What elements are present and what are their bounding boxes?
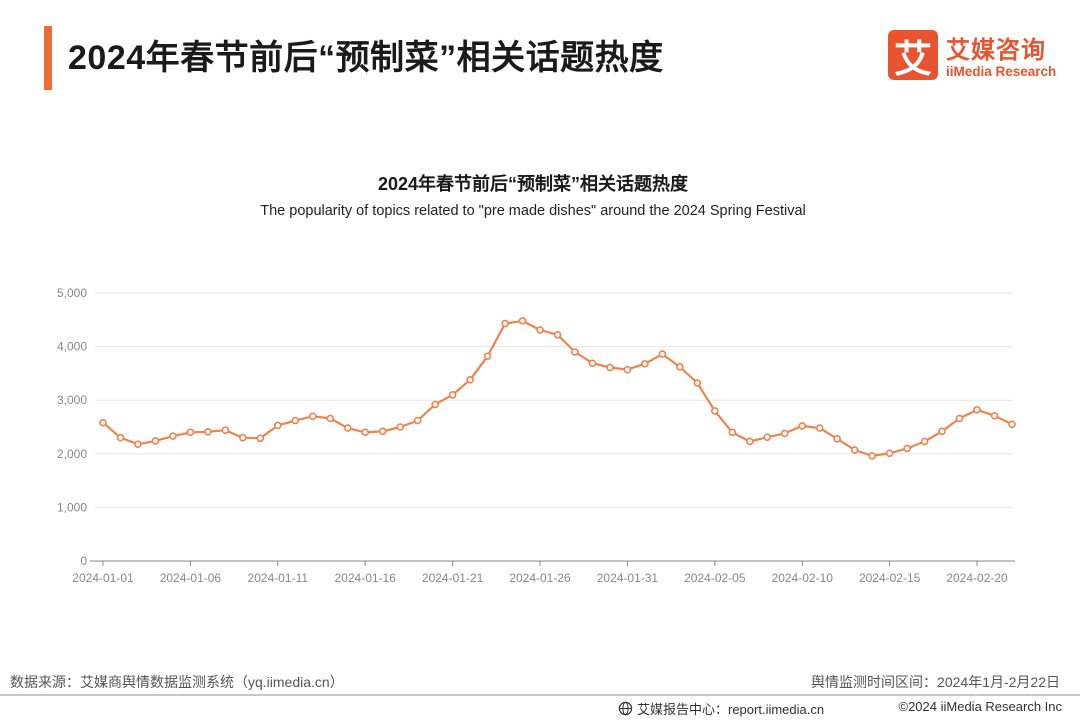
x-tick-label: 2024-02-20 [946,571,1008,585]
data-point [239,433,247,442]
data-point [973,406,981,414]
data-point [308,412,317,421]
data-point [466,376,474,384]
monitoring-period: 舆情监测时间区间：2024年1月-2月22日 [811,674,1060,690]
data-point [571,348,579,356]
data-point [833,434,841,443]
data-point [116,433,125,442]
data-point [553,331,562,339]
y-tick-label: 3,000 [57,393,87,407]
data-source: 数据来源：艾媒商舆情数据监测系统（yq.iimedia.cn） [10,674,344,690]
chart-title: 2024年春节前后“预制菜”相关话题热度 [377,174,689,194]
data-point [903,444,911,453]
data-point [641,359,649,368]
logo-mark-icon: 艾 [888,30,938,81]
x-tick-label: 2024-01-21 [422,571,484,585]
data-point [885,449,894,458]
data-point [606,363,614,372]
data-point [728,428,737,437]
data-point [850,446,859,454]
data-point [868,452,876,460]
data-point [780,429,789,438]
x-tick-label: 2024-02-05 [684,571,746,585]
data-point [256,434,265,443]
data-point [134,440,142,448]
data-point [938,427,946,436]
data-point [343,424,352,432]
y-tick-label: 5,000 [57,286,87,300]
iimedia-logo: 艾 艾媒咨询 iiMedia Research [888,30,1058,82]
data-point [676,363,684,371]
data-point [588,359,597,368]
data-point [1008,420,1016,429]
title-accent-bar [44,26,52,90]
data-point [518,317,527,325]
data-point [693,379,702,387]
data-point [378,427,387,436]
page-title: 2024年春节前后“预制菜”相关话题热度 [68,39,664,77]
x-tick-label: 2024-01-01 [72,571,134,585]
logo-name-en: iiMedia Research [946,64,1057,79]
data-point [745,437,754,446]
x-tick-label: 2024-02-15 [859,571,921,585]
data-point [326,414,335,423]
x-tick-label: 2024-01-16 [335,571,397,585]
series-line [102,319,1013,457]
data-point [763,433,772,441]
data-point [204,428,212,436]
copyright: ©2024 iiMedia Research Inc [898,699,1063,714]
data-point [658,350,667,358]
data-point [990,411,999,420]
data-point [536,326,544,334]
data-point [361,428,370,437]
data-point [711,407,719,415]
chart-subtitle: The popularity of topics related to "pre… [260,203,806,219]
data-point [448,391,457,399]
report-center: 艾媒报告中心：report.iimedia.cn [618,699,824,718]
report-center-text: 艾媒报告中心：report.iimedia.cn [637,702,825,717]
data-point [501,319,509,328]
y-tick-label: 1,000 [57,500,87,514]
data-point [815,424,824,432]
data-point [483,352,492,361]
data-point [413,416,422,425]
data-point [955,414,964,423]
x-tick-label: 2024-01-26 [509,571,571,585]
x-tick-label: 2024-02-10 [772,571,834,585]
data-point [186,428,195,437]
data-point [396,423,404,431]
data-point [221,426,230,435]
line-chart: 0 1,000 2,000 3,000 4,000 5,000 2024-01-01 2024… [57,286,1016,585]
footer-divider [0,694,1080,696]
globe-icon [618,701,633,716]
logo-name-cn: 艾媒咨询 [946,37,1046,64]
y-tick-label: 4,000 [57,340,87,354]
data-point [623,365,632,374]
x-tick-label: 2024-01-31 [597,571,659,585]
data-point [274,421,282,430]
x-tick-label: 2024-01-11 [248,571,309,585]
data-point [99,418,107,427]
data-point [291,416,300,425]
data-point [169,432,177,440]
data-point [798,422,807,430]
x-tick-label: 2024-01-06 [160,571,222,585]
data-point [151,437,160,445]
y-tick-label: 2,000 [57,447,87,461]
data-point [920,437,929,446]
y-tick-label: 0 [80,554,87,568]
data-point [431,400,439,409]
